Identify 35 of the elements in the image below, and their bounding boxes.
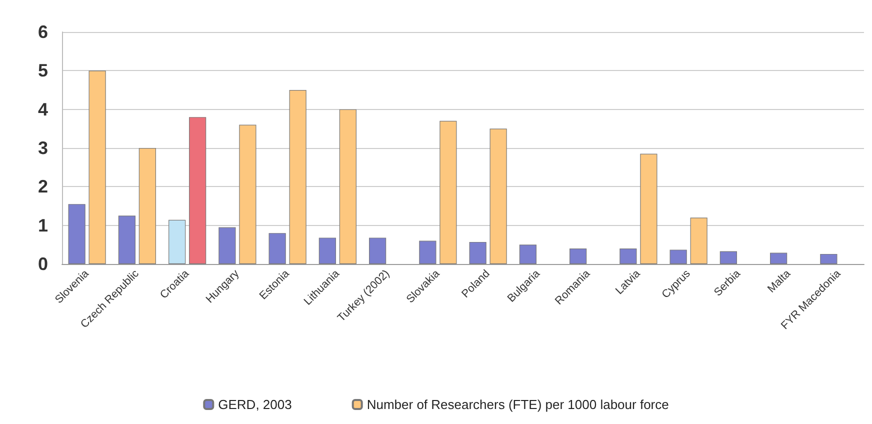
bar [218,227,236,264]
bar [369,238,386,264]
bar [770,252,788,264]
legend-label: GERD, 2003 [218,397,292,412]
bar [138,148,156,264]
bar [339,109,356,264]
bar [168,220,186,264]
legend-label: Number of Researchers (FTE) per 1000 labour force [366,397,669,412]
bar [519,244,536,264]
bar [640,154,658,264]
y-tick-label: 0 [38,254,48,274]
y-tick-label: 5 [38,60,48,81]
bar [88,70,106,264]
bar [820,254,838,264]
bar [289,90,306,264]
bar [440,120,457,264]
bar [720,251,737,264]
y-tick-label: 4 [38,99,48,120]
bar [268,233,286,264]
y-tick-label: 1 [38,215,48,236]
bar [239,124,256,264]
bar [690,218,708,264]
y-tick-label: 6 [38,22,48,42]
bar [118,216,136,264]
bar [68,204,86,264]
y-tick-label: 3 [38,138,48,158]
bar [490,128,507,264]
bar [318,238,336,264]
bar [469,242,486,264]
bar [189,117,206,264]
bar [670,250,687,264]
y-tick-label: 2 [38,176,48,197]
bar [419,240,436,264]
bar [620,248,637,264]
bar [570,248,587,264]
